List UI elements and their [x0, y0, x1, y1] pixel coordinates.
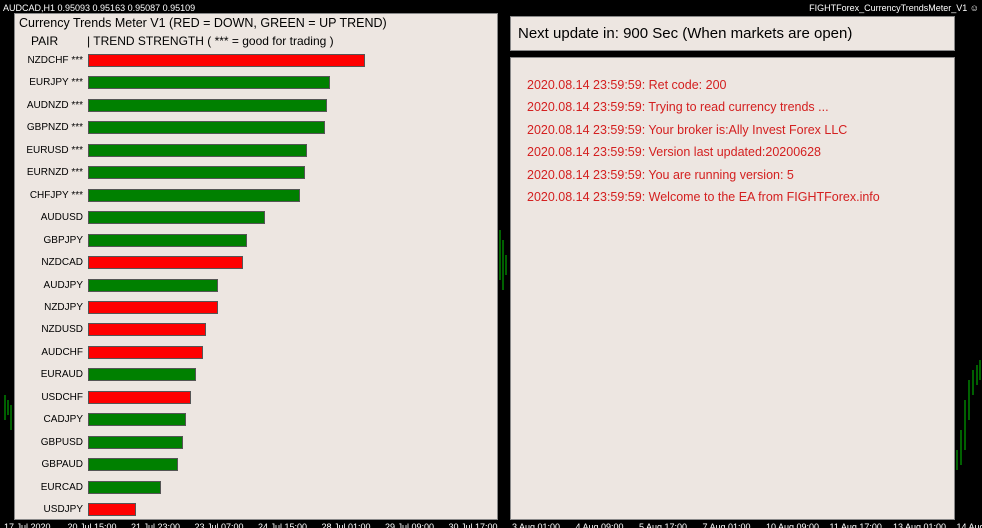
pair-label: CADJPY [43, 414, 83, 426]
strength-bar [88, 413, 186, 427]
strength-bar [88, 256, 243, 270]
log-line: 2020.08.14 23:59:59: Version last update… [527, 145, 822, 160]
header-strength: | TREND STRENGTH ( *** = good for tradin… [87, 34, 334, 48]
strength-bar [88, 76, 330, 90]
time-label: 13 Aug 01:00 [893, 522, 946, 528]
pair-label: AUDNZD *** [26, 99, 83, 111]
status-text: Next update in: 900 Sec (When markets ar… [518, 25, 853, 42]
time-label: 3 Aug 01:00 [512, 522, 560, 528]
strength-bar [88, 300, 218, 314]
strength-bar [88, 54, 365, 67]
log-line: 2020.08.14 23:59:59: Welcome to the EA f… [527, 190, 880, 204]
pair-label: NZDCAD [41, 257, 83, 269]
time-label: 30 Jul 17:00 [449, 522, 498, 528]
symbol-info: AUDCAD,H1 0.95093 0.95163 0.95087 0.9510… [3, 3, 196, 13]
candles [4, 230, 981, 470]
status-panel: Next update in: 900 Sec (When markets ar… [510, 16, 955, 51]
expert-name: FIGHTForex_CurrencyTrendsMeter_V1 ☺ [809, 3, 979, 13]
time-label: 11 Aug 17:00 [830, 522, 882, 528]
strength-bar [88, 121, 325, 135]
time-label: 20 Jul 15:00 [68, 522, 117, 528]
strength-bar [88, 323, 206, 337]
pair-label: USDCHF [41, 391, 83, 403]
pair-label: EURAUD [40, 369, 83, 381]
time-label: 4 Aug 09:00 [576, 522, 624, 528]
time-label: 24 Jul 15:00 [258, 522, 307, 528]
time-label: 5 Aug 17:00 [639, 522, 687, 528]
pair-label: GBPAUD [41, 459, 84, 471]
pair-label: EURJPY *** [29, 77, 83, 89]
time-label: 21 Jul 23:00 [131, 522, 180, 528]
log-line: 2020.08.14 23:59:59: You are running ver… [527, 167, 794, 182]
pair-label: AUDCHF [41, 346, 83, 358]
pair-label: GBPUSD [40, 436, 83, 448]
time-label: 17 Jul 2020 [4, 522, 51, 528]
strength-bar [88, 233, 247, 247]
pair-label: EURNZD *** [26, 167, 83, 179]
time-label: 23 Jul 07:00 [195, 522, 244, 528]
time-label: 29 Jul 09:00 [385, 522, 434, 528]
pair-label: AUDJPY [43, 279, 83, 291]
pair-label: EURCAD [40, 481, 83, 493]
strength-bar [88, 345, 203, 359]
pair-label: USDJPY [43, 504, 83, 515]
strength-bar [88, 458, 178, 472]
log-panel: 2020.08.14 23:59:59: Ret code: 200 2020.0… [510, 57, 955, 520]
log-line: 2020.08.14 23:59:59: Ret code: 200 [527, 78, 727, 92]
header-pair: PAIR [31, 34, 59, 48]
strength-bar [88, 98, 327, 112]
meter-title: Currency Trends Meter V1 (RED = DOWN, GR… [19, 16, 387, 30]
pair-label: EURUSD *** [26, 144, 83, 156]
strength-bar [88, 143, 307, 157]
strength-bar [88, 435, 183, 449]
strength-bar [88, 390, 191, 404]
strength-bar [88, 368, 196, 382]
strength-bar [88, 278, 218, 292]
time-label: 7 Aug 01:00 [703, 522, 751, 528]
pair-label: NZDJPY [44, 301, 83, 313]
time-label: 28 Jul 01:00 [322, 522, 371, 528]
time-axis: 17 Jul 2020 20 Jul 15:00 21 Jul 23:00 23 Ju… [4, 522, 982, 528]
pair-label: GBPNZD *** [26, 122, 83, 134]
time-label: 10 Aug 09:00 [766, 522, 819, 528]
strength-bar [88, 503, 136, 516]
log-line: 2020.08.14 23:59:59: Your broker is:Ally… [527, 122, 848, 137]
pair-label: AUDUSD [40, 212, 83, 224]
strength-bar [88, 188, 300, 202]
strength-bar [88, 480, 161, 494]
strength-bar [88, 211, 265, 225]
time-label: 14 Aug 09:00 [957, 522, 982, 528]
pair-label: CHFJPY *** [29, 189, 83, 201]
pair-label: NZDCHF *** [27, 55, 83, 66]
strength-bar [88, 166, 305, 180]
pair-label: GBPJPY [43, 234, 83, 246]
pair-label: NZDUSD [41, 324, 83, 336]
log-line: 2020.08.14 23:59:59: Trying to read curr… [527, 100, 829, 115]
meter-panel: Currency Trends Meter V1 (RED = DOWN, GR… [14, 13, 498, 520]
